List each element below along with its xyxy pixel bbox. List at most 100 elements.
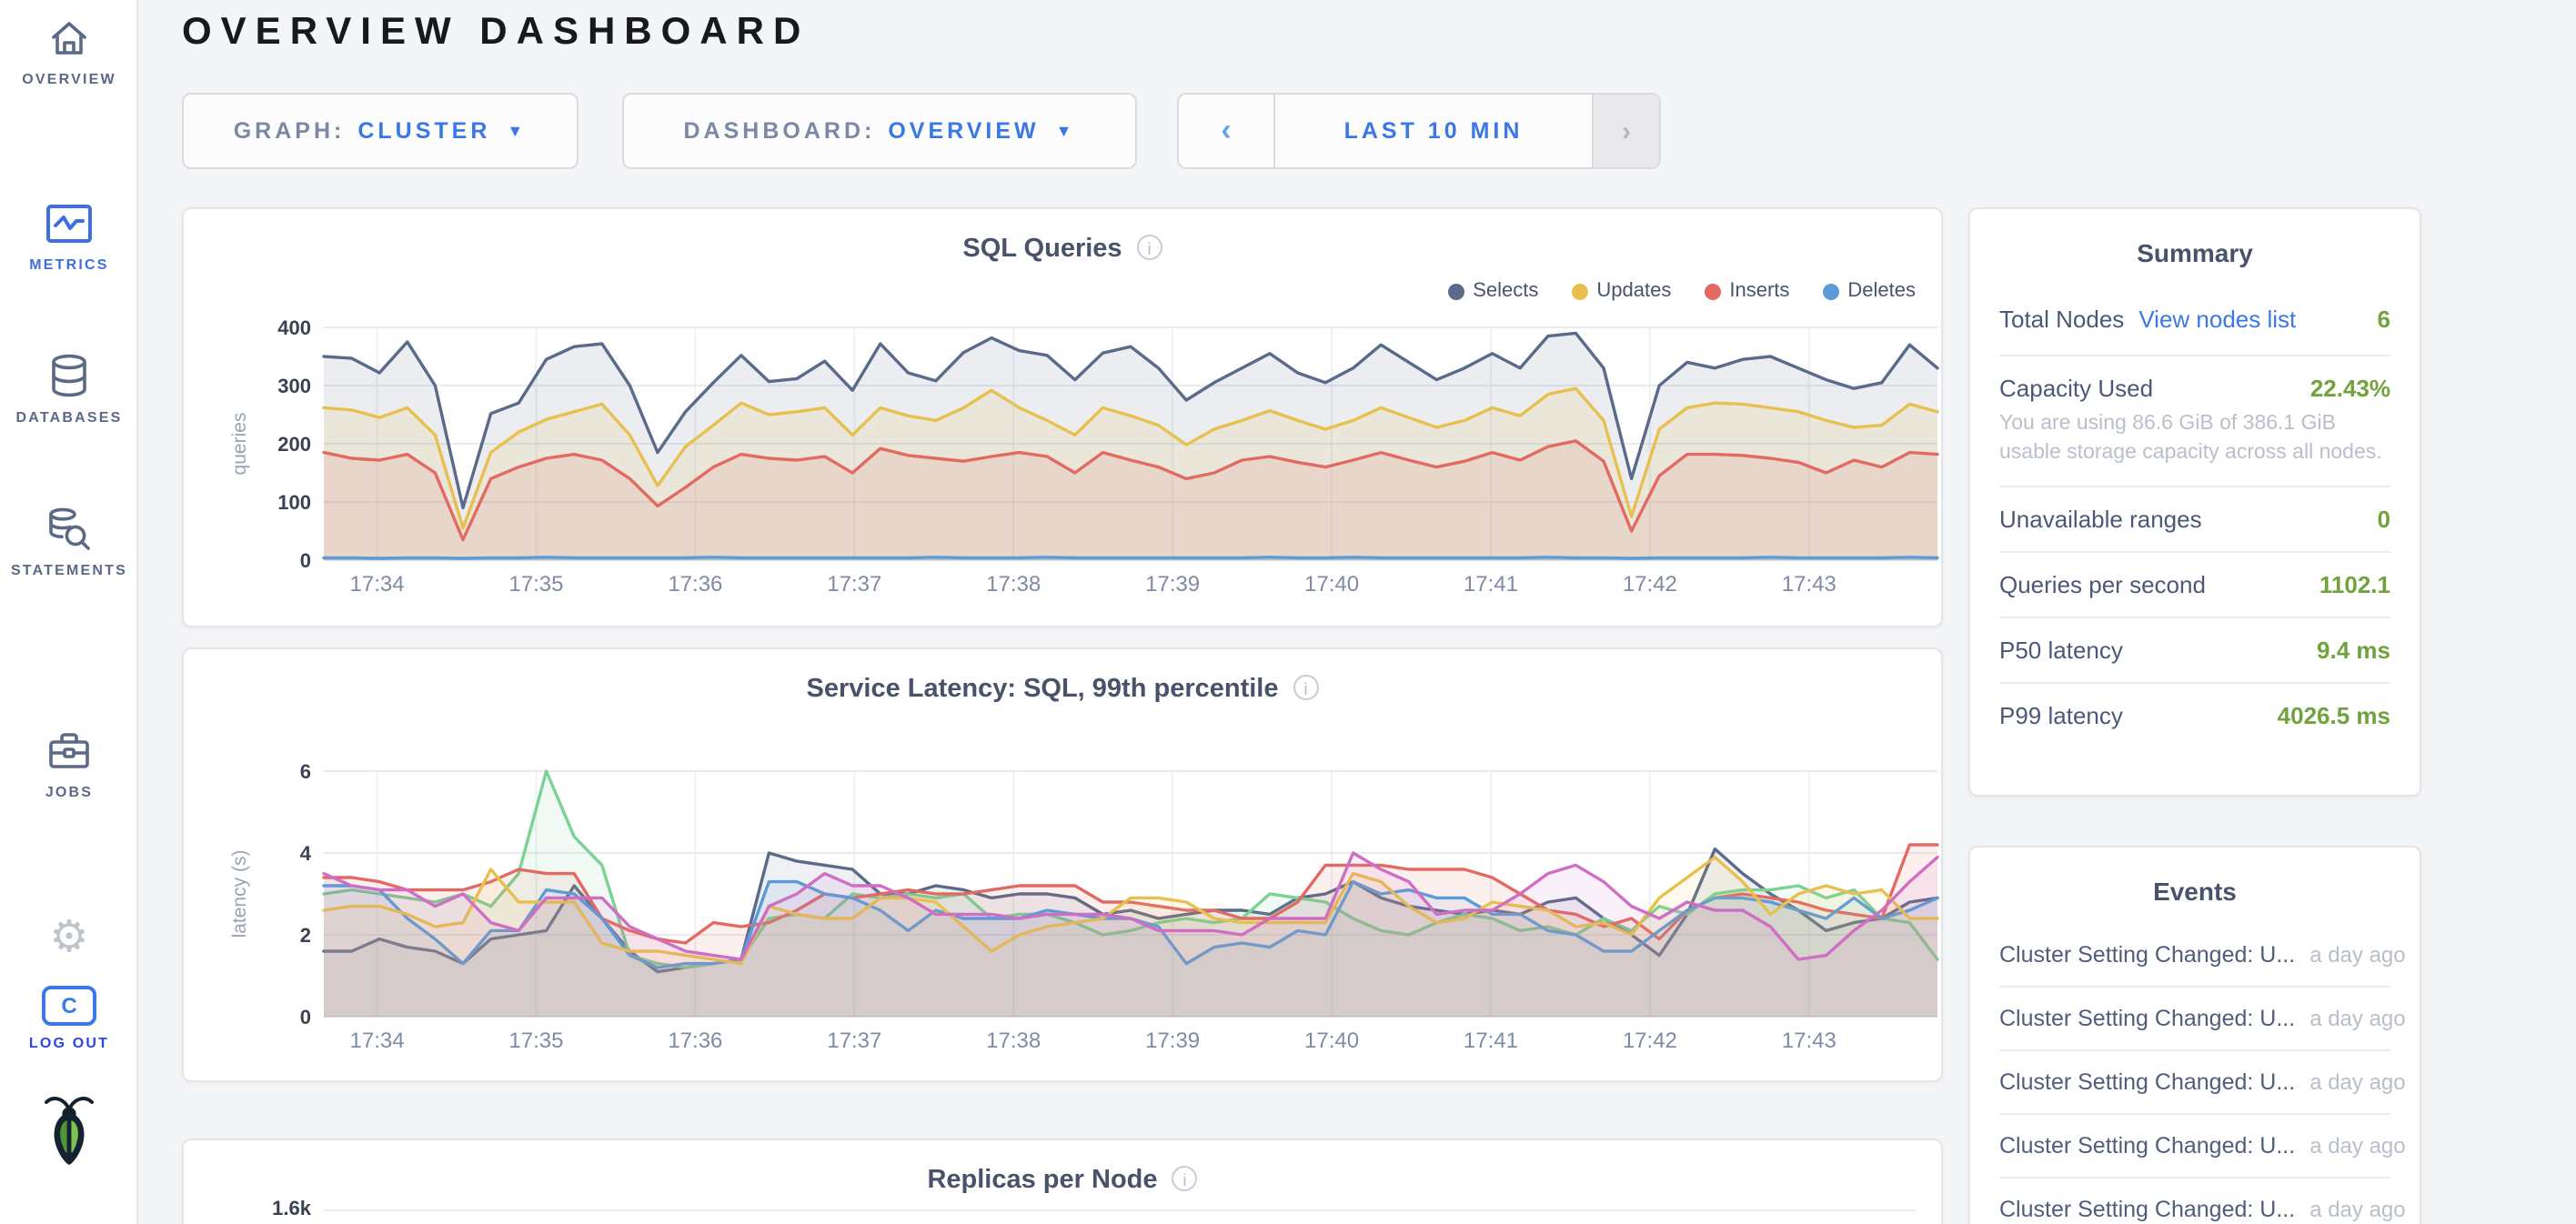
- capacity-caption: You are using 86.6 GiB of 386.1 GiB usab…: [1999, 413, 2382, 465]
- chart-title: Replicas per Node i: [184, 1166, 1941, 1195]
- event-row[interactable]: Cluster Setting Changed: U... a day ago: [1999, 1179, 2406, 1224]
- event-time: a day ago: [2309, 1197, 2406, 1222]
- event-time: a day ago: [2309, 942, 2406, 968]
- summary-value: 4026.5 ms: [2277, 702, 2390, 730]
- svg-text:100: 100: [277, 491, 311, 514]
- summary-value: 1102.1: [2319, 571, 2390, 599]
- time-range-next-button[interactable]: ›: [1592, 95, 1659, 167]
- view-nodes-list-link[interactable]: View nodes list: [2138, 306, 2297, 333]
- summary-row-p50: P50 latency 9.4 ms: [1999, 618, 2390, 685]
- sidebar-item-label: METRICS: [29, 256, 109, 273]
- sql-queries-chart[interactable]: 17:34 17:35 17:36 17:37 17:38 17:39 17:40 17:41…: [227, 311, 1939, 611]
- svg-text:queries: queries: [229, 413, 250, 476]
- summary-row-total-nodes: Total Nodes View nodes list 6: [1999, 286, 2390, 356]
- svg-text:6: 6: [300, 760, 311, 783]
- legend-dot: [1447, 283, 1464, 299]
- chevron-down-icon: ▼: [507, 122, 528, 140]
- graph-dropdown-label: GRAPH:: [233, 118, 346, 144]
- svg-text:0: 0: [300, 1006, 311, 1028]
- sidebar-item-label: JOBS: [45, 784, 94, 800]
- event-label: Cluster Setting Changed: U...: [1999, 1006, 2296, 1031]
- chevron-down-icon: ▼: [1055, 122, 1076, 140]
- event-row[interactable]: Cluster Setting Changed: U... a day ago: [1999, 1051, 2406, 1115]
- svg-text:17:34: 17:34: [350, 572, 405, 597]
- event-row[interactable]: Cluster Setting Changed: U... a day ago: [1999, 1115, 2406, 1179]
- legend-item: Inserts: [1704, 280, 1789, 302]
- svg-text:200: 200: [277, 433, 311, 456]
- event-time: a day ago: [2309, 1006, 2406, 1031]
- event-label: Cluster Setting Changed: U...: [1999, 942, 2296, 968]
- svg-text:17:35: 17:35: [508, 1028, 563, 1053]
- cockroach-bug-icon: [0, 1097, 138, 1165]
- svg-text:17:38: 17:38: [986, 1028, 1041, 1053]
- sidebar-item-databases[interactable]: DATABASES: [0, 353, 138, 426]
- time-range-value[interactable]: LAST 10 MIN: [1343, 118, 1524, 144]
- summary-label: Unavailable ranges: [1999, 506, 2202, 534]
- summary-label: Total Nodes: [1999, 306, 2125, 333]
- info-icon[interactable]: i: [1293, 675, 1319, 700]
- svg-text:17:41: 17:41: [1464, 1028, 1518, 1053]
- dashboard-dropdown[interactable]: DASHBOARD: OVERVIEW ▼: [622, 93, 1137, 169]
- info-icon[interactable]: i: [1172, 1166, 1198, 1191]
- home-icon: [0, 15, 138, 62]
- legend-item: Selects: [1447, 280, 1538, 302]
- summary-label: Queries per second: [1999, 571, 2206, 599]
- summary-row-capacity: Capacity Used 22.43% You are using 86.6 …: [1999, 356, 2390, 488]
- svg-text:17:41: 17:41: [1464, 572, 1518, 597]
- replicas-per-node-panel: Replicas per Node i 1.6k: [182, 1139, 1943, 1224]
- summary-row-qps: Queries per second 1102.1: [1999, 553, 2390, 619]
- y-axis-tick: 1.6k: [272, 1199, 311, 1220]
- svg-text:17:40: 17:40: [1304, 572, 1359, 597]
- summary-value: 0: [2377, 506, 2390, 534]
- summary-title: Summary: [2137, 238, 2253, 267]
- dashboard-dropdown-value: OVERVIEW: [888, 118, 1040, 144]
- sidebar-item-jobs[interactable]: JOBS: [0, 727, 138, 800]
- event-time: a day ago: [2309, 1133, 2406, 1159]
- sidebar-item-label: STATEMENTS: [10, 562, 128, 578]
- svg-text:0: 0: [300, 549, 311, 572]
- summary-value: 9.4 ms: [2317, 637, 2390, 665]
- sidebar: OVERVIEW METRICS DATABASES: [0, 0, 138, 1224]
- legend-dot: [1822, 283, 1839, 299]
- dashboard-dropdown-label: DASHBOARD:: [683, 118, 876, 144]
- info-icon[interactable]: i: [1136, 235, 1162, 260]
- chart-title: SQL Queries i: [184, 235, 1941, 264]
- legend-item: Deletes: [1822, 280, 1916, 302]
- sidebar-item-overview[interactable]: OVERVIEW: [0, 15, 138, 87]
- graph-dropdown[interactable]: GRAPH: CLUSTER ▼: [182, 93, 579, 169]
- service-latency-chart[interactable]: 17:34 17:35 17:36 17:37 17:38 17:39 17:40 17:41…: [227, 751, 1939, 1064]
- summary-row-p99: P99 latency 4026.5 ms: [1999, 684, 2390, 747]
- database-icon: [0, 353, 138, 400]
- gear-icon: ⚙: [49, 913, 89, 962]
- legend-dot: [1704, 283, 1721, 299]
- summary-label: Capacity Used: [1999, 375, 2154, 402]
- sql-queries-panel: SQL Queries i Selects Updates Inserts Del…: [182, 207, 1943, 627]
- service-latency-panel: Service Latency: SQL, 99th percentile i 1…: [182, 647, 1943, 1082]
- svg-text:17:37: 17:37: [827, 572, 881, 597]
- svg-text:300: 300: [277, 375, 311, 397]
- svg-text:17:42: 17:42: [1623, 572, 1677, 597]
- svg-text:17:39: 17:39: [1145, 1028, 1200, 1053]
- time-range-selector: ‹ LAST 10 MIN ›: [1177, 93, 1661, 169]
- svg-text:17:38: 17:38: [986, 572, 1041, 597]
- summary-label: P99 latency: [1999, 702, 2123, 730]
- time-range-prev-button[interactable]: ‹: [1179, 95, 1275, 167]
- event-label: Cluster Setting Changed: U...: [1999, 1197, 2296, 1222]
- event-label: Cluster Setting Changed: U...: [1999, 1069, 2296, 1095]
- summary-row-unavailable-ranges: Unavailable ranges 0: [1999, 487, 2390, 554]
- sidebar-item-statements[interactable]: STATEMENTS: [0, 506, 138, 578]
- sidebar-item-logout[interactable]: C LOG OUT: [0, 986, 138, 1051]
- summary-panel: Summary Total Nodes View nodes list 6 Cap…: [1968, 207, 2421, 797]
- sidebar-item-metrics[interactable]: METRICS: [0, 200, 138, 273]
- event-row[interactable]: Cluster Setting Changed: U... a day ago: [1999, 988, 2406, 1051]
- gridline: [324, 1209, 1916, 1211]
- chart-legend: Selects Updates Inserts Deletes: [1447, 280, 1916, 302]
- page-title: OVERVIEW DASHBOARD: [182, 11, 810, 53]
- event-time: a day ago: [2309, 1069, 2406, 1095]
- graph-dropdown-value: CLUSTER: [357, 118, 491, 144]
- sidebar-item-settings[interactable]: ⚙: [0, 915, 138, 962]
- brand-logo: [0, 1097, 138, 1165]
- jobs-icon: [0, 727, 138, 775]
- event-row[interactable]: Cluster Setting Changed: U... a day ago: [1999, 924, 2406, 988]
